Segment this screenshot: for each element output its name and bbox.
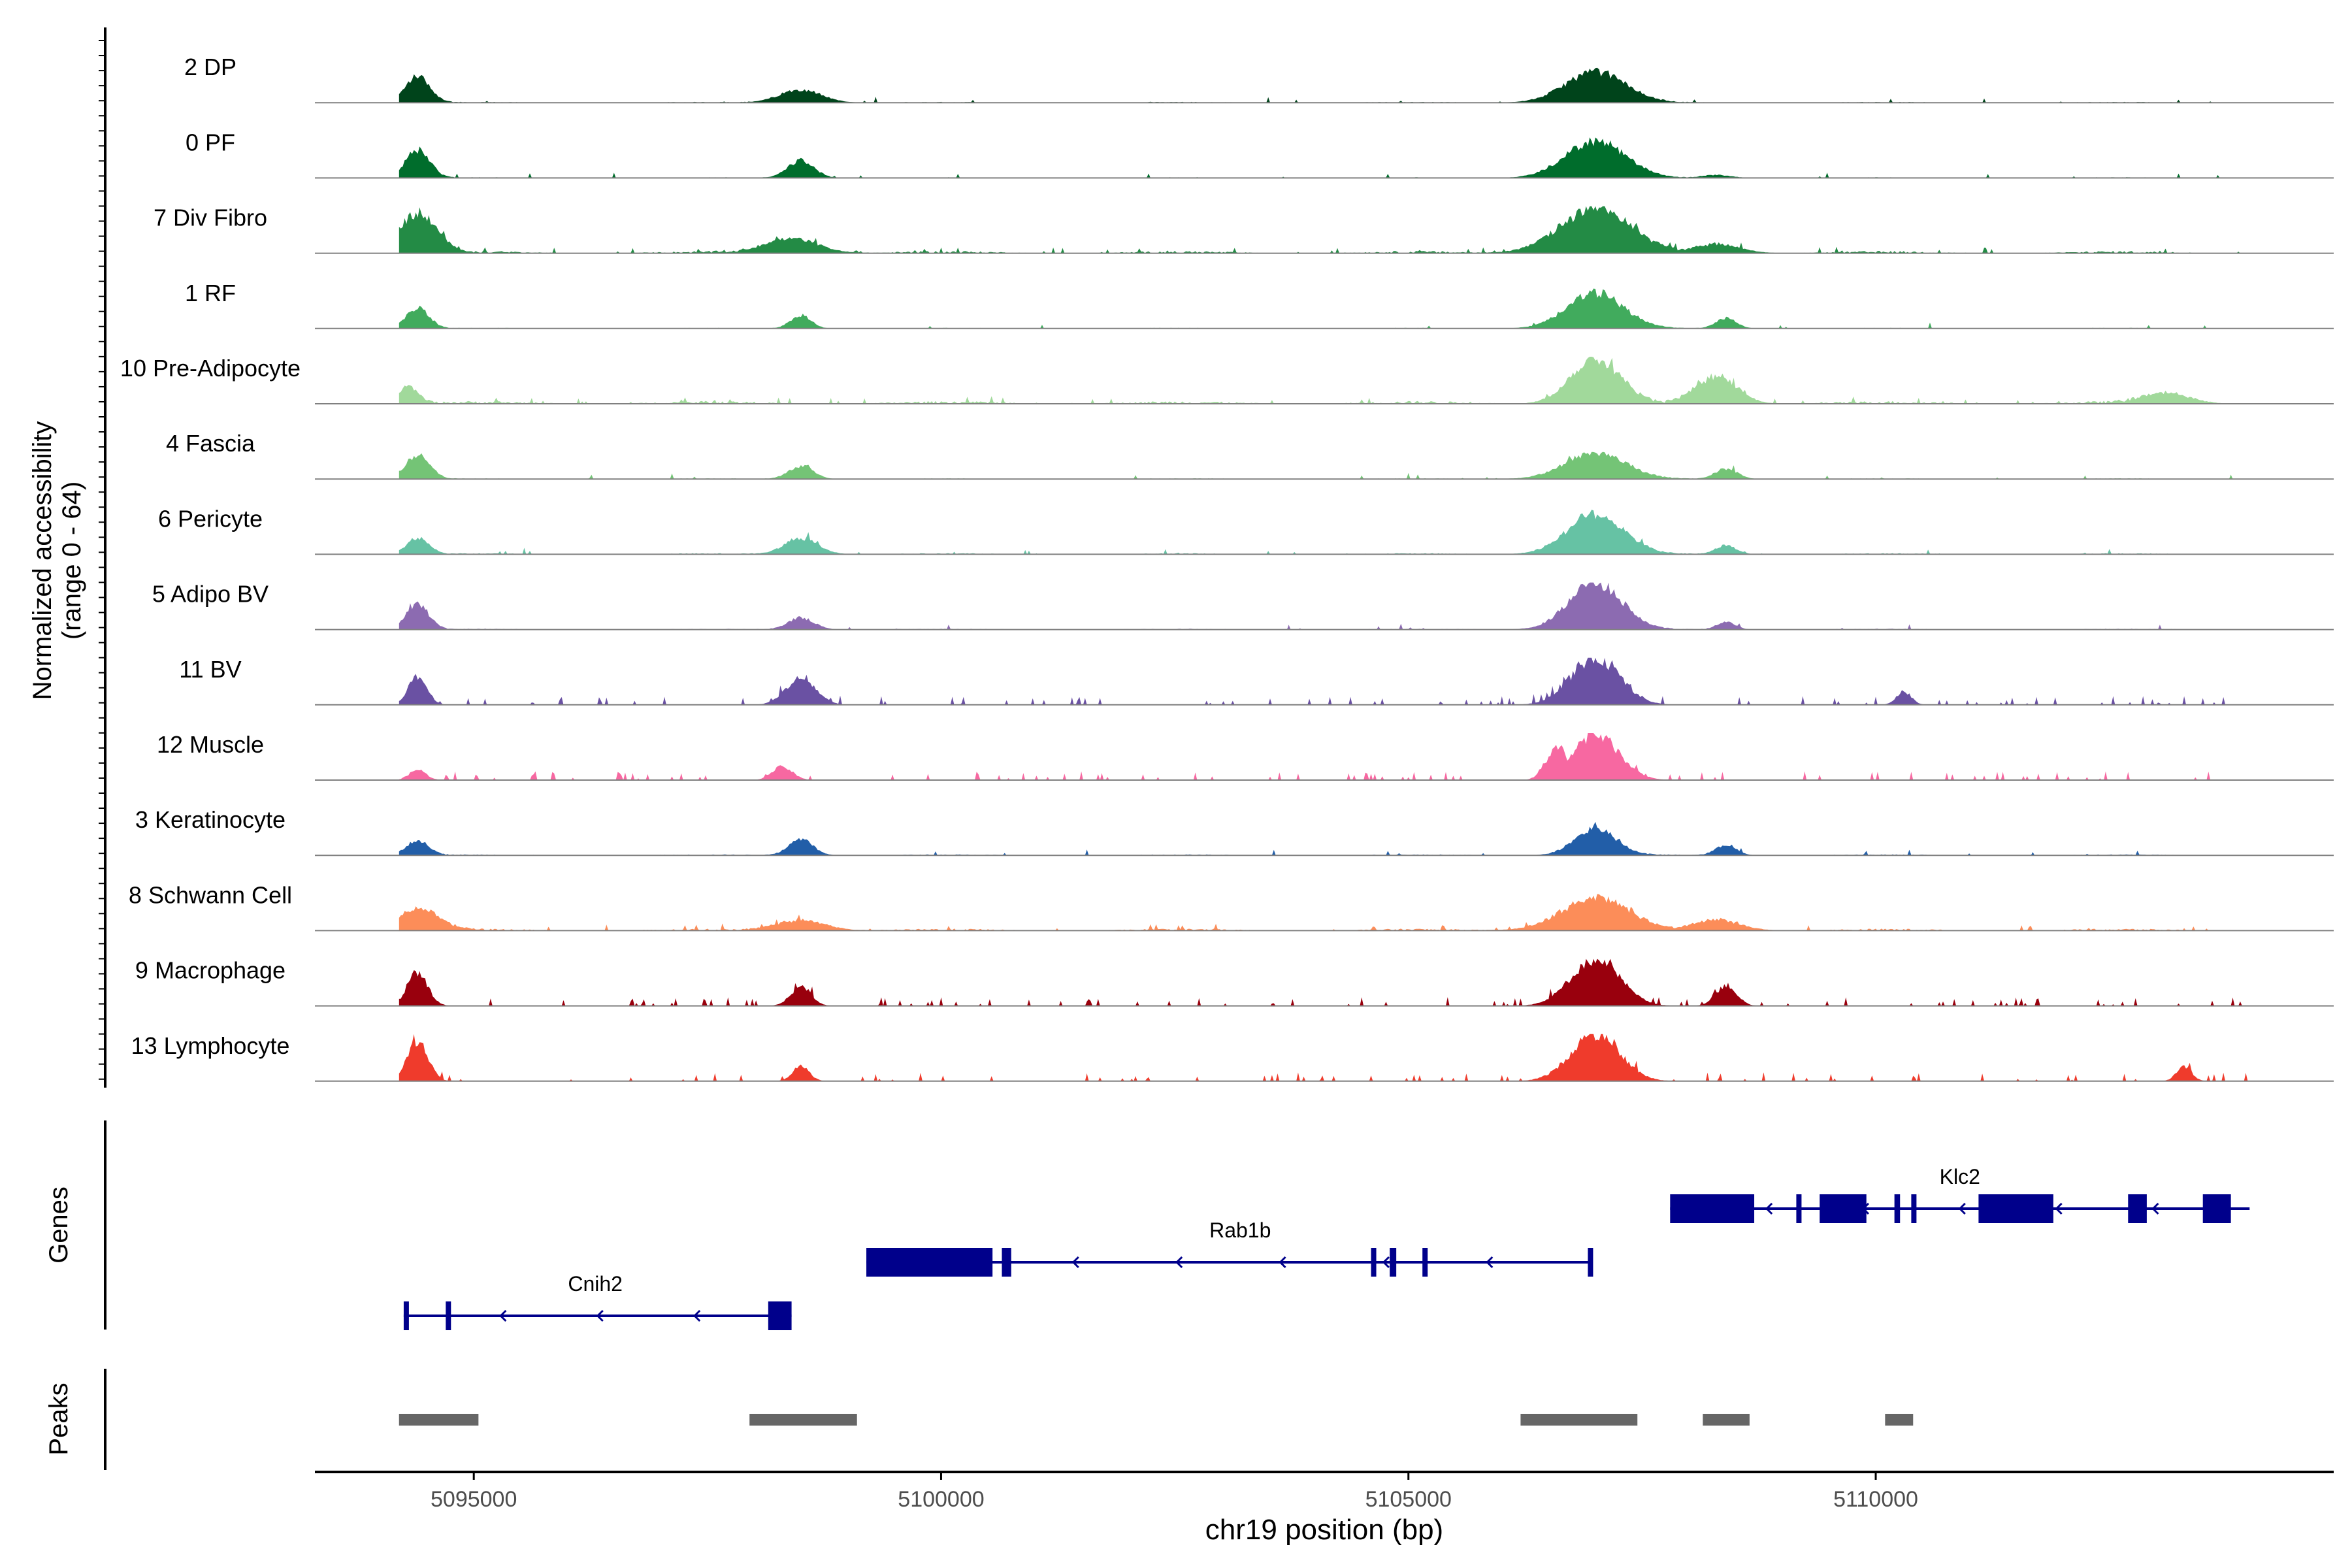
gene-rab1b: Rab1b bbox=[866, 1218, 1593, 1277]
strand-arrow bbox=[1279, 1256, 1286, 1269]
strand-arrow bbox=[693, 1309, 701, 1322]
strand-arrow bbox=[596, 1309, 604, 1322]
track-label: 12 Muscle bbox=[157, 731, 264, 758]
exon bbox=[1796, 1194, 1802, 1223]
exon bbox=[1894, 1194, 1901, 1223]
strand-arrow bbox=[1382, 1256, 1390, 1269]
track-12: 8 Schwann Cell bbox=[129, 881, 2334, 932]
track-signal bbox=[399, 821, 2250, 856]
track-signal bbox=[399, 582, 2250, 630]
x-tick-label: 5100000 bbox=[898, 1487, 984, 1512]
exon bbox=[2202, 1194, 2231, 1223]
track-10: 12 Muscle bbox=[157, 731, 2334, 781]
accessibility-tracks: 2 DP 0 PF 7 Div Fibro 1 RF 10 Pre-Adipocyte 4… bbox=[120, 54, 2334, 1082]
exon bbox=[446, 1301, 451, 1330]
track-label: 8 Schwann Cell bbox=[129, 881, 292, 908]
track-label: 4 Fascia bbox=[166, 430, 255, 457]
peak-region bbox=[1885, 1414, 1914, 1426]
peak-region bbox=[399, 1414, 479, 1426]
peak-region bbox=[1703, 1414, 1750, 1426]
peaks-panel-label: Peaks bbox=[44, 1382, 73, 1455]
strand-arrow bbox=[1486, 1256, 1494, 1269]
track-8: 5 Adipo BV bbox=[152, 581, 2334, 630]
track-label: 1 RF bbox=[185, 280, 236, 306]
track-label: 9 Macrophage bbox=[135, 957, 286, 984]
track-signal bbox=[399, 657, 2250, 705]
track-signal bbox=[399, 67, 2250, 103]
exon bbox=[1588, 1248, 1593, 1277]
track-9: 11 BV bbox=[179, 656, 2334, 706]
exon bbox=[403, 1301, 409, 1330]
exon bbox=[1911, 1194, 1917, 1223]
track-label: 6 Pericyte bbox=[158, 505, 263, 532]
gene-annotations: Cnih2 Rab1b Klc2 bbox=[403, 1165, 2250, 1330]
track-signal bbox=[399, 206, 2250, 253]
track-1: 2 DP bbox=[184, 54, 2334, 104]
strand-arrow bbox=[1071, 1256, 1079, 1269]
gene-name-label: Rab1b bbox=[1209, 1218, 1271, 1242]
strand-arrow bbox=[2151, 1202, 2159, 1215]
y-axis-label: Normalized accessibility bbox=[28, 421, 57, 700]
exon bbox=[1978, 1194, 2053, 1223]
x-axis-label: chr19 position (bp) bbox=[1205, 1514, 1443, 1546]
track-7: 6 Pericyte bbox=[158, 505, 2334, 555]
strand-arrow bbox=[1175, 1256, 1183, 1269]
track-label: 2 DP bbox=[184, 54, 237, 80]
strand-arrow bbox=[1958, 1202, 1966, 1215]
track-14: 13 Lymphocyte bbox=[131, 1032, 2334, 1082]
gene-klc2: Klc2 bbox=[1670, 1165, 2250, 1223]
track-label: 10 Pre-Adipocyte bbox=[120, 355, 301, 382]
track-signal bbox=[399, 451, 2250, 480]
track-4: 1 RF bbox=[185, 280, 2334, 329]
x-tick-label: 5110000 bbox=[1833, 1487, 1918, 1512]
y-axis-label-range: (range 0 - 64) bbox=[57, 482, 86, 640]
accessibility-axis bbox=[99, 27, 106, 1088]
track-signal bbox=[399, 733, 2250, 780]
track-signal bbox=[399, 357, 2250, 404]
gene-name-label: Klc2 bbox=[1940, 1165, 1980, 1188]
strand-arrow bbox=[1765, 1202, 1773, 1215]
peak-region bbox=[749, 1414, 857, 1426]
exon bbox=[1820, 1194, 1867, 1223]
exon bbox=[1390, 1248, 1397, 1277]
track-label: 3 Keratinocyte bbox=[135, 806, 286, 833]
exon bbox=[866, 1248, 993, 1277]
track-11: 3 Keratinocyte bbox=[135, 806, 2334, 857]
track-5: 10 Pre-Adipocyte bbox=[120, 355, 2334, 404]
track-signal bbox=[399, 137, 2250, 178]
track-signal bbox=[399, 894, 2250, 931]
track-signal bbox=[399, 958, 2250, 1006]
track-signal bbox=[399, 510, 2250, 555]
track-signal bbox=[399, 288, 2250, 329]
genes-panel-label: Genes bbox=[44, 1186, 73, 1264]
strand-arrow bbox=[2055, 1202, 2063, 1215]
track-signal bbox=[399, 1034, 2250, 1081]
track-3: 7 Div Fibro bbox=[154, 204, 2334, 254]
track-6: 4 Fascia bbox=[166, 430, 2334, 480]
track-label: 13 Lymphocyte bbox=[131, 1032, 290, 1059]
track-13: 9 Macrophage bbox=[135, 957, 2334, 1007]
exon bbox=[1371, 1248, 1377, 1277]
track-label: 0 PF bbox=[186, 129, 235, 155]
track-label: 7 Div Fibro bbox=[154, 204, 267, 231]
exon bbox=[1002, 1248, 1011, 1277]
exon bbox=[1422, 1248, 1428, 1277]
exon bbox=[2128, 1194, 2147, 1223]
x-tick-label: 5105000 bbox=[1365, 1487, 1452, 1512]
x-axis-ticks: 5095000 5100000 5105000 5110000 bbox=[431, 1472, 1918, 1512]
track-label: 11 BV bbox=[179, 656, 241, 683]
x-tick-label: 5095000 bbox=[431, 1487, 517, 1512]
peak-regions bbox=[399, 1414, 1914, 1426]
gene-cnih2: Cnih2 bbox=[403, 1272, 792, 1330]
peak-region bbox=[1520, 1414, 1638, 1426]
track-label: 5 Adipo BV bbox=[152, 581, 269, 608]
gene-name-label: Cnih2 bbox=[568, 1272, 623, 1296]
exon bbox=[768, 1301, 792, 1330]
strand-arrow bbox=[499, 1309, 507, 1322]
exon bbox=[1670, 1194, 1755, 1223]
track-2: 0 PF bbox=[186, 129, 2334, 179]
